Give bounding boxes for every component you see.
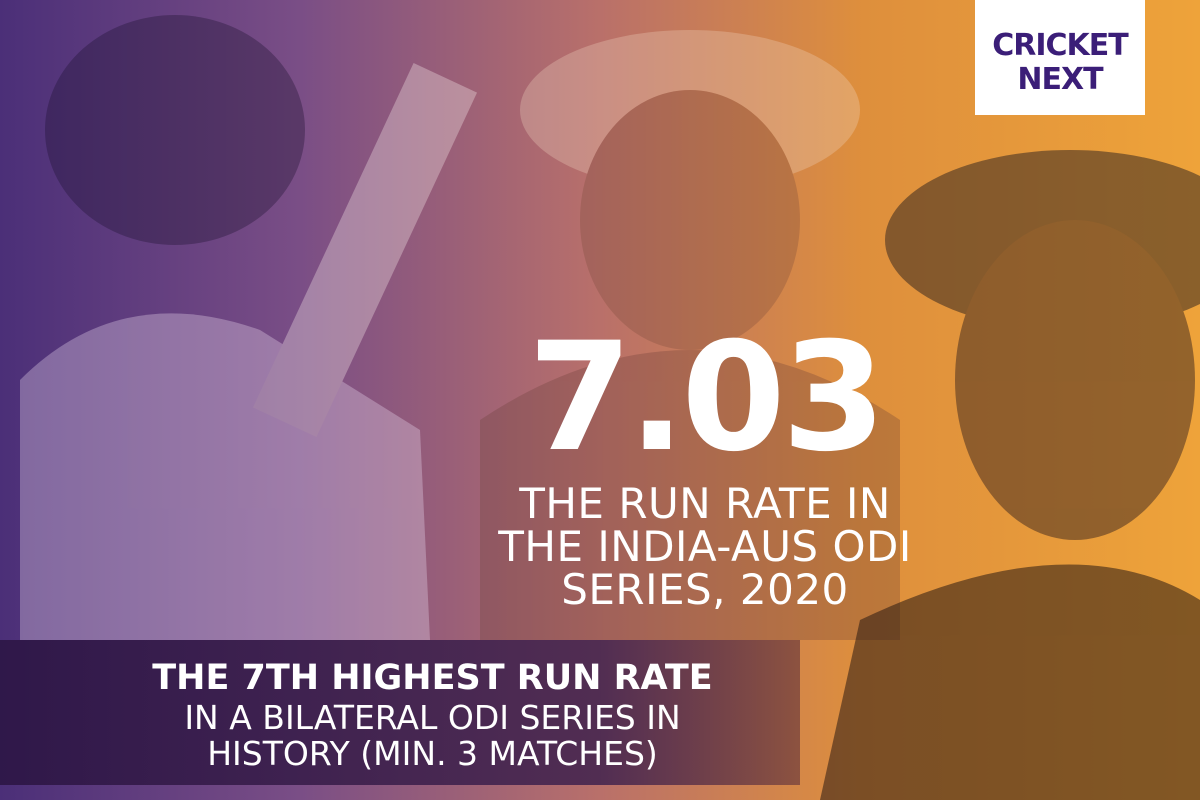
logo-text: CRICKET [992,28,1129,63]
logo-text: NEXT [1017,62,1103,97]
logo: CRICKET NEXT [975,0,1145,115]
footer-text: HISTORY (MIN. 3 MATCHES) [207,734,658,773]
footer-headline: THE 7TH HIGHEST RUN RATE [152,658,713,698]
left-player [20,15,478,640]
footer-text: IN A BILATERAL ODI SERIES IN [184,698,681,737]
footer-band [0,640,800,785]
right-player [820,150,1200,800]
stat-caption: THE RUN RATE IN [519,479,891,528]
stat-caption: SERIES, 2020 [561,565,849,614]
stat-number: 7.03 [527,311,886,485]
middle-player [480,30,900,640]
stat-caption: THE INDIA-AUS ODI [498,522,912,571]
